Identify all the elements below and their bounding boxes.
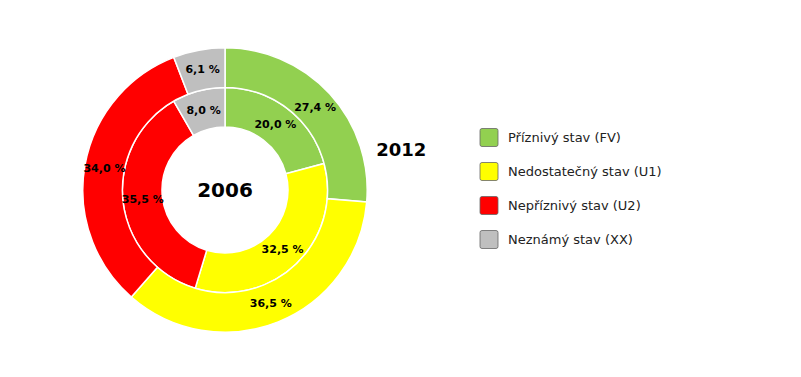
legend-entry: Příznivý stav (FV) — [508, 130, 621, 145]
data-label: 35,5 % — [122, 193, 164, 206]
donut-slice — [174, 48, 225, 94]
data-label: 32,5 % — [262, 243, 304, 256]
data-label: 34,0 % — [83, 162, 125, 175]
chart: 20,0 % 32,5 % 35,5 % 8,0 % 27,4 % 36,5 % 34,0 … — [0, 0, 801, 377]
legend-entry: Nedostatečný stav (U1) — [508, 164, 662, 179]
data-labels: 20,0 % 32,5 % 35,5 % 8,0 % 27,4 % 36,5 % 34,0 … — [83, 63, 336, 310]
data-label: 20,0 % — [254, 118, 296, 131]
ring-label: 2006 — [197, 178, 253, 202]
legend: Příznivý stav (FV) Nedostatečný stav (U1)… — [480, 129, 662, 249]
data-label: 27,4 % — [294, 101, 336, 114]
legend-swatch — [480, 197, 498, 215]
donut-rings — [83, 48, 367, 332]
legend-swatch — [480, 163, 498, 181]
legend-swatch — [480, 129, 498, 147]
data-label: 36,5 % — [250, 297, 292, 310]
legend-swatch — [480, 231, 498, 249]
data-label: 6,1 % — [185, 63, 219, 76]
legend-entry: Neznámý stav (XX) — [508, 232, 633, 247]
donut-slice — [131, 199, 366, 333]
donut-slice — [83, 57, 188, 297]
data-label: 8,0 % — [186, 104, 220, 117]
legend-entry: Nepříznivý stav (U2) — [508, 198, 641, 213]
ring-label: 2012 — [376, 139, 426, 160]
